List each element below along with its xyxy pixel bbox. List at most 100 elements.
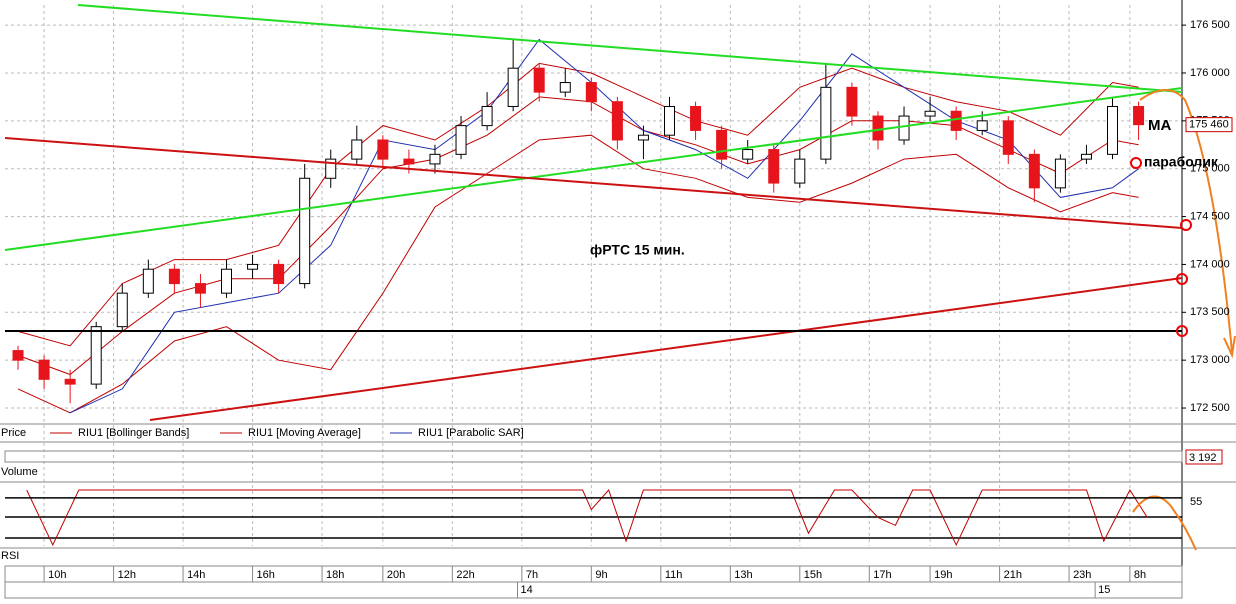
x-tick-label: 21h <box>1004 569 1022 581</box>
candle-body <box>742 149 754 160</box>
candle-body <box>194 283 206 294</box>
legend-label: RIU1 [Parabolic SAR] <box>418 427 524 439</box>
x-tick-label: 8h <box>1134 569 1146 581</box>
candle-body <box>820 86 832 160</box>
x-tick-label: 19h <box>934 569 952 581</box>
candle-body <box>377 139 389 160</box>
y-tick-label: 172 500 <box>1190 402 1230 414</box>
last-price-box <box>1185 117 1233 133</box>
marker-circle <box>1180 219 1192 231</box>
candle-body <box>1133 105 1145 126</box>
candle-body <box>716 129 728 160</box>
panel-label: RSI <box>1 550 19 562</box>
candle-body <box>455 125 467 155</box>
date-tick-label: 15 <box>1098 584 1110 596</box>
candle-body <box>325 158 337 179</box>
x-tick-label: 23h <box>1073 569 1091 581</box>
candle-body <box>768 149 780 184</box>
forecast-curve <box>1139 89 1233 353</box>
y-tick-label: 173 500 <box>1190 306 1230 318</box>
x-tick-label: 20h <box>387 569 405 581</box>
candle-body <box>221 268 233 294</box>
forecast-arrow <box>1223 335 1236 359</box>
candle-body <box>690 105 702 131</box>
legend-label: RIU1 [Moving Average] <box>248 427 361 439</box>
x-tick-label: 11h <box>665 569 683 581</box>
y-tick-label: 174 000 <box>1190 258 1230 270</box>
plot <box>12 38 1148 547</box>
y-tick-label: 176 500 <box>1190 19 1230 31</box>
candle-body <box>1002 120 1014 155</box>
candle-body <box>533 67 545 93</box>
candle-body <box>12 350 24 361</box>
volume-value-box <box>1185 449 1223 465</box>
candle-body <box>64 378 76 385</box>
candle-body <box>351 139 363 160</box>
y-tick-label: 175 000 <box>1190 163 1230 175</box>
x-tick-label: 16h <box>257 569 275 581</box>
rsi-line <box>26 488 1148 547</box>
candle-body <box>950 110 962 131</box>
marker-circle <box>1176 325 1188 337</box>
candle-body <box>559 82 571 93</box>
candle-body <box>1107 105 1119 155</box>
candle-body <box>299 177 311 285</box>
panel-label: Volume <box>1 466 38 478</box>
x-tick-label: 14h <box>187 569 205 581</box>
x-tick-label: 17h <box>873 569 891 581</box>
x-tick-label: 7h <box>526 569 538 581</box>
x-tick-label: 9h <box>595 569 607 581</box>
candle-body <box>507 67 519 107</box>
candle-body <box>429 153 441 165</box>
marker-circle <box>1130 157 1142 169</box>
candle-body <box>116 292 128 328</box>
trend-line <box>77 4 1183 93</box>
rsi-tick-label: 55 <box>1190 496 1202 508</box>
candle-body <box>846 86 858 117</box>
y-tick-label: 173 000 <box>1190 354 1230 366</box>
trend-line <box>4 137 1183 229</box>
legend-label: RIU1 [Bollinger Bands] <box>78 427 189 439</box>
y-tick-label: 176 000 <box>1190 67 1230 79</box>
candle-body <box>924 110 936 117</box>
last-price-label: 175 460 <box>1189 119 1229 131</box>
chart-title: фРТС 15 мин. <box>590 242 685 258</box>
candle-body <box>1028 153 1040 189</box>
volume-panel <box>4 450 1183 463</box>
candle-body <box>90 326 102 385</box>
trend-line <box>4 87 1183 251</box>
panel-label: Price <box>1 427 26 439</box>
candle-body <box>664 105 676 136</box>
candle-body <box>611 101 623 141</box>
marker-circle <box>1176 273 1188 285</box>
x-tick-label: 12h <box>118 569 136 581</box>
candle-body <box>1054 158 1066 189</box>
candle-body <box>585 82 597 103</box>
candle-body <box>1080 153 1092 160</box>
annotation: MA <box>1148 117 1171 134</box>
candle-body <box>637 134 649 141</box>
candle-body <box>794 158 806 184</box>
candle-body <box>898 115 910 141</box>
y-tick-label: 174 500 <box>1190 210 1230 222</box>
date-tick-label: 14 <box>520 584 532 596</box>
candle-body <box>481 105 493 127</box>
candle-body <box>38 359 50 380</box>
x-tick-label: 10h <box>48 569 66 581</box>
trend-line <box>149 277 1183 421</box>
candle-body <box>247 263 259 270</box>
annotation: параболик <box>1144 154 1219 170</box>
volume-value: 3 192 <box>1189 452 1217 464</box>
candle-body <box>872 115 884 141</box>
candle-body <box>976 120 988 131</box>
candle-body <box>273 263 285 285</box>
candle-body <box>403 158 415 165</box>
indicator-line <box>17 62 1139 347</box>
x-tick-label: 22h <box>456 569 474 581</box>
forecast-curve <box>1132 495 1197 551</box>
candle-body <box>142 268 154 294</box>
candle-body <box>168 268 180 285</box>
x-tick-label: 13h <box>734 569 752 581</box>
